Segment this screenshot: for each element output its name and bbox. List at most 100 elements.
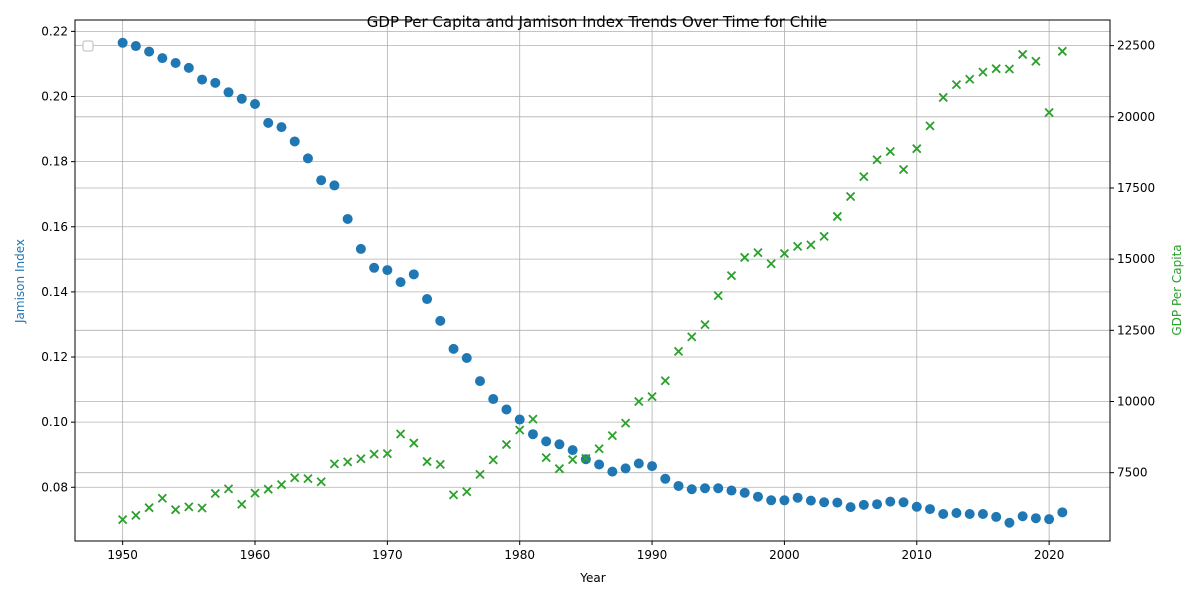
gdp-per-capita-point: [303, 474, 313, 484]
jamison-index-point: [329, 180, 340, 191]
gdp-per-capita-point: [382, 448, 392, 459]
gdp-per-capita-point: [568, 454, 578, 465]
gdp-per-capita-point: [832, 211, 842, 222]
jamison-index-point: [236, 93, 247, 104]
jamison-index-point: [885, 496, 896, 507]
gdp-per-capita-point: [290, 473, 300, 483]
jamison-index-point: [620, 463, 631, 474]
gdp-per-capita-point: [250, 488, 260, 498]
jamison-index-point: [263, 117, 274, 128]
gdp-per-capita-point: [329, 459, 340, 469]
gdp-per-capita-point: [409, 438, 419, 448]
right-axis-ticks: 7500 10000 12500 15000 17500 20000 22500: [1110, 39, 1155, 480]
jamison-index-point: [157, 53, 168, 64]
jamison-index-point: [408, 269, 419, 280]
jamison-index-point: [779, 495, 790, 506]
gdp-per-capita-series: [118, 46, 1067, 525]
gdp-per-capita-point: [276, 479, 287, 490]
left-tick-label: 0.08: [41, 480, 68, 494]
jamison-index-point: [660, 473, 671, 484]
gdp-per-capita-point: [343, 457, 353, 467]
jamison-index-point: [964, 508, 975, 519]
right-tick-label: 15000: [1117, 252, 1155, 266]
gdp-per-capita-point: [1031, 56, 1041, 66]
gdp-per-capita-point: [1057, 46, 1067, 56]
jamison-index-point: [183, 62, 194, 73]
left-axis-label: Jamison Index: [13, 239, 27, 324]
jamison-index-point: [845, 502, 856, 513]
left-tick-label: 0.22: [41, 24, 68, 38]
jamison-index-point: [448, 343, 459, 354]
jamison-index-point: [872, 499, 883, 510]
jamison-index-point: [819, 497, 830, 508]
gdp-per-capita-point: [356, 454, 366, 464]
jamison-index-point: [766, 495, 777, 506]
jamison-index-point: [369, 262, 380, 273]
gdp-per-capita-point: [726, 271, 737, 281]
left-tick-label: 0.20: [41, 90, 68, 104]
x-tick-label: 1950: [107, 548, 138, 562]
jamison-index-point: [1017, 511, 1028, 522]
gdp-per-capita-point: [422, 456, 432, 467]
jamison-index-point: [739, 487, 750, 498]
gdp-per-capita-point: [700, 319, 710, 330]
jamison-index-point: [488, 394, 499, 405]
jamison-index-point: [461, 352, 472, 363]
gdp-per-capita-point: [859, 171, 869, 182]
gdp-per-capita-point: [938, 92, 948, 103]
left-tick-label: 0.16: [41, 220, 68, 234]
gdp-per-capita-point: [713, 290, 723, 301]
gdp-per-capita-point: [687, 332, 697, 342]
gdp-per-capita-point: [779, 248, 790, 259]
gdp-per-capita-point: [647, 392, 657, 402]
gdp-per-capita-point: [660, 376, 670, 386]
jamison-index-point: [938, 508, 949, 519]
gdp-per-capita-point: [475, 469, 485, 480]
jamison-index-point: [977, 508, 988, 519]
jamison-index-point: [130, 41, 141, 52]
gdp-per-capita-point: [131, 510, 141, 521]
right-tick-label: 22500: [1117, 39, 1155, 53]
x-axis-ticks: 1950 1960 1970 1980 1990 2000 2010 2020: [107, 541, 1064, 562]
jamison-index-series: [117, 37, 1068, 528]
jamison-index-point: [792, 492, 803, 503]
grid: [75, 20, 1110, 541]
gdp-per-capita-point: [462, 487, 472, 497]
gdp-per-capita-point: [885, 146, 895, 157]
x-tick-label: 1980: [504, 548, 535, 562]
right-tick-label: 12500: [1117, 323, 1155, 337]
jamison-index-point: [144, 46, 155, 57]
jamison-index-point: [858, 499, 869, 510]
gdp-per-capita-point: [806, 240, 816, 250]
gdp-per-capita-point: [501, 439, 512, 450]
right-tick-label: 17500: [1117, 181, 1155, 195]
legend-box: [82, 40, 94, 52]
plot-frame: [74, 19, 1111, 542]
jamison-index-point: [647, 461, 658, 472]
jamison-index-point: [951, 507, 962, 518]
gdp-per-capita-point: [528, 414, 538, 424]
x-tick-label: 1960: [240, 548, 271, 562]
jamison-index-point: [911, 501, 922, 512]
jamison-index-point: [726, 485, 737, 496]
jamison-index-point: [117, 37, 128, 48]
gdp-per-capita-point: [1004, 64, 1015, 74]
gdp-per-capita-point: [1044, 107, 1054, 118]
jamison-index-point: [898, 497, 909, 508]
gdp-per-capita-point: [144, 503, 154, 513]
gdp-per-capita-point: [766, 259, 776, 269]
left-tick-label: 0.14: [41, 285, 68, 299]
jamison-index-point: [673, 480, 684, 491]
x-tick-label: 2000: [769, 548, 800, 562]
gdp-per-capita-point: [210, 488, 220, 499]
gdp-per-capita-point: [634, 396, 644, 407]
jamison-index-point: [633, 458, 644, 469]
jamison-index-point: [501, 404, 512, 415]
gdp-per-capita-point: [515, 425, 525, 435]
left-axis-ticks: 0.08 0.10 0.12 0.14 0.16 0.18 0.20 0.22: [41, 24, 75, 494]
gdp-per-capita-point: [965, 74, 975, 84]
jamison-index-point: [382, 265, 393, 276]
jamison-index-point: [475, 376, 485, 387]
jamison-index-point: [686, 484, 697, 495]
right-tick-label: 20000: [1117, 110, 1155, 124]
